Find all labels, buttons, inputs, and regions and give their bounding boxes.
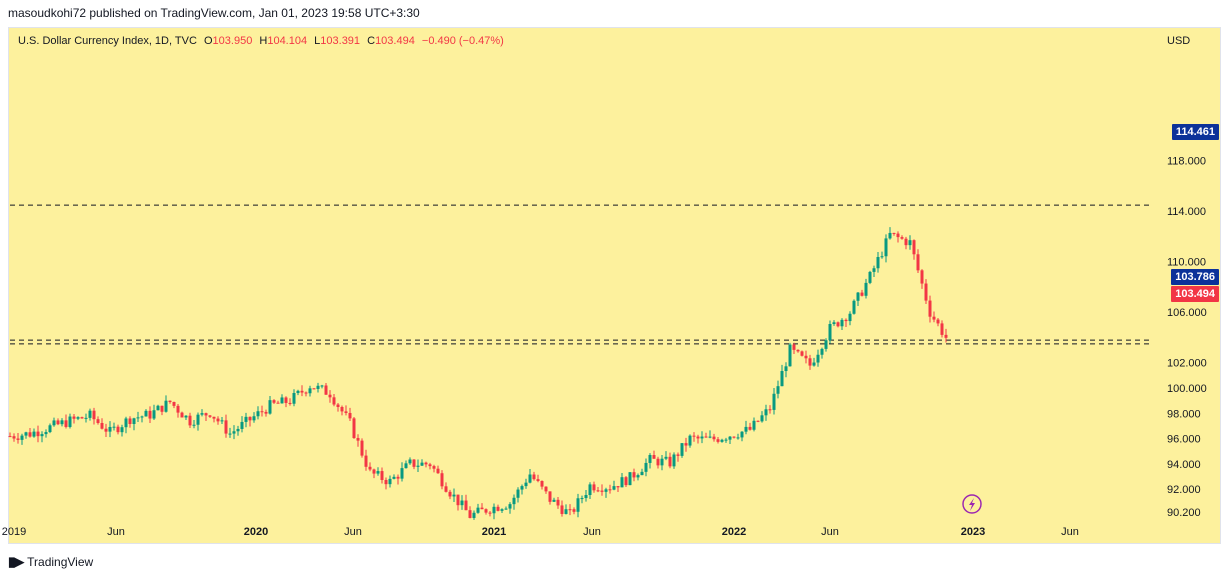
open-label: O	[203, 35, 213, 47]
symbol-title: U.S. Dollar Currency Index, 1D, TVC	[18, 35, 197, 47]
change-value: −0.490 (−0.47%)	[421, 35, 504, 47]
open-value: 103.950	[212, 35, 253, 47]
low-value: 103.391	[320, 35, 361, 47]
chart-pane[interactable]	[8, 27, 1221, 544]
brand-label: TradingView	[27, 555, 94, 569]
tradingview-logo-icon: ▮▶	[8, 554, 24, 569]
tradingview-brand[interactable]: ▮▶ TradingView	[8, 554, 93, 570]
price-label-high: 114.461	[1171, 124, 1219, 140]
low-label: L	[314, 35, 321, 47]
publisher-line: masoudkohi72 published on TradingView.co…	[8, 6, 420, 20]
price-label-last: 103.494	[1171, 286, 1219, 302]
high-label: H	[259, 35, 268, 47]
close-value: 103.494	[375, 35, 415, 47]
high-value: 104.104	[267, 35, 308, 47]
price-label-mid: 103.786	[1171, 269, 1219, 285]
chart-legend: U.S. Dollar Currency Index, 1D, TVC O103…	[18, 35, 504, 47]
close-label: C	[367, 35, 376, 47]
